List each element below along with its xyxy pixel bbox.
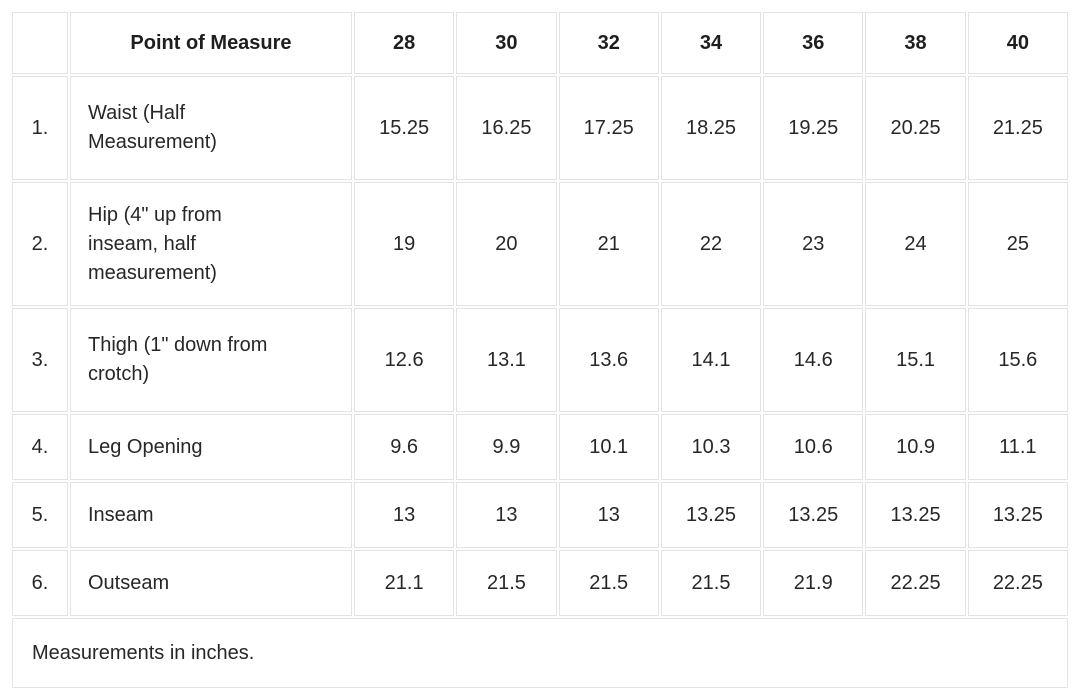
measurement-value-cell: 21.5 [558, 550, 659, 616]
measurement-value-cell: 11.1 [967, 414, 1068, 480]
header-row: Point of Measure 28 30 32 34 36 38 40 [12, 12, 1068, 74]
table-row-leg-opening: 4. Leg Opening 9.6 9.9 10.1 10.3 10.6 10… [12, 414, 1068, 480]
size-chart-header: Point of Measure 28 30 32 34 36 38 40 [12, 12, 1068, 74]
table-row-thigh: 3. Thigh (1" down from crotch) 12.6 13.1… [12, 308, 1068, 412]
measurement-value-cell: 12.6 [354, 308, 455, 412]
measurement-value-cell: 14.1 [660, 308, 762, 412]
measure-label-cell: Outseam [70, 550, 352, 616]
footnote-row: Measurements in inches. [12, 618, 1068, 688]
row-number-cell: 3. [12, 308, 68, 412]
measurement-value-cell: 10.1 [558, 414, 659, 480]
measurement-value-cell: 25 [967, 182, 1068, 306]
size-column-header-32: 32 [558, 12, 659, 74]
measurement-value-cell: 17.25 [558, 76, 659, 180]
measurement-value-cell: 19 [354, 182, 455, 306]
measure-label-cell: Hip (4" up from inseam, half measurement… [70, 182, 352, 306]
measurement-value-cell: 22.25 [967, 550, 1068, 616]
measurement-value-cell: 20.25 [865, 76, 966, 180]
measurement-value-cell: 22.25 [865, 550, 966, 616]
size-column-header-34: 34 [660, 12, 762, 74]
measure-label-cell: Inseam [70, 482, 352, 548]
measure-label-cell: Thigh (1" down from crotch) [70, 308, 352, 412]
measurement-value-cell: 15.1 [865, 308, 966, 412]
measurement-value-cell: 22 [660, 182, 762, 306]
footnote-text: Measurements in inches. [12, 618, 1068, 688]
measurement-value-cell: 13 [354, 482, 455, 548]
measurement-value-cell: 24 [865, 182, 966, 306]
measurement-value-cell: 21.25 [967, 76, 1068, 180]
measurement-value-cell: 20 [456, 182, 557, 306]
row-number-cell: 1. [12, 76, 68, 180]
table-row-outseam: 6. Outseam 21.1 21.5 21.5 21.5 21.9 22.2… [12, 550, 1068, 616]
size-chart-body: 1. Waist (Half Measurement) 15.25 16.25 … [12, 76, 1068, 616]
measurement-value-cell: 9.9 [456, 414, 557, 480]
size-column-header-28: 28 [354, 12, 455, 74]
measurement-value-cell: 19.25 [763, 76, 864, 180]
size-chart-table: Point of Measure 28 30 32 34 36 38 40 1.… [10, 10, 1070, 690]
measurement-value-cell: 21.9 [763, 550, 864, 616]
measurement-value-cell: 23 [763, 182, 864, 306]
size-chart-footer: Measurements in inches. [12, 618, 1068, 688]
measurement-value-cell: 9.6 [354, 414, 455, 480]
measurement-value-cell: 18.25 [660, 76, 762, 180]
measurement-value-cell: 21.5 [660, 550, 762, 616]
measurement-value-cell: 13 [558, 482, 659, 548]
size-column-header-40: 40 [967, 12, 1068, 74]
measurement-value-cell: 21 [558, 182, 659, 306]
measurement-value-cell: 13.25 [865, 482, 966, 548]
row-number-cell: 2. [12, 182, 68, 306]
row-number-cell: 5. [12, 482, 68, 548]
measurement-value-cell: 21.5 [456, 550, 557, 616]
measurement-value-cell: 13.25 [967, 482, 1068, 548]
measurement-value-cell: 10.6 [763, 414, 864, 480]
measurement-value-cell: 14.6 [763, 308, 864, 412]
measurement-value-cell: 15.6 [967, 308, 1068, 412]
row-number-cell: 4. [12, 414, 68, 480]
measurement-value-cell: 13.6 [558, 308, 659, 412]
table-row-hip: 2. Hip (4" up from inseam, half measurem… [12, 182, 1068, 306]
measurement-value-cell: 10.3 [660, 414, 762, 480]
size-column-header-38: 38 [865, 12, 966, 74]
measurement-value-cell: 21.1 [354, 550, 455, 616]
measurement-value-cell: 13.25 [660, 482, 762, 548]
point-of-measure-header: Point of Measure [70, 12, 352, 74]
table-row-inseam: 5. Inseam 13 13 13 13.25 13.25 13.25 13.… [12, 482, 1068, 548]
measure-label-cell: Waist (Half Measurement) [70, 76, 352, 180]
row-number-cell: 6. [12, 550, 68, 616]
measurement-value-cell: 13 [456, 482, 557, 548]
corner-cell [12, 12, 68, 74]
measurement-value-cell: 10.9 [865, 414, 966, 480]
measurement-value-cell: 13.1 [456, 308, 557, 412]
measurement-value-cell: 13.25 [763, 482, 864, 548]
table-row-waist: 1. Waist (Half Measurement) 15.25 16.25 … [12, 76, 1068, 180]
measurement-value-cell: 16.25 [456, 76, 557, 180]
size-column-header-36: 36 [763, 12, 864, 74]
measurement-value-cell: 15.25 [354, 76, 455, 180]
size-column-header-30: 30 [456, 12, 557, 74]
measure-label-cell: Leg Opening [70, 414, 352, 480]
